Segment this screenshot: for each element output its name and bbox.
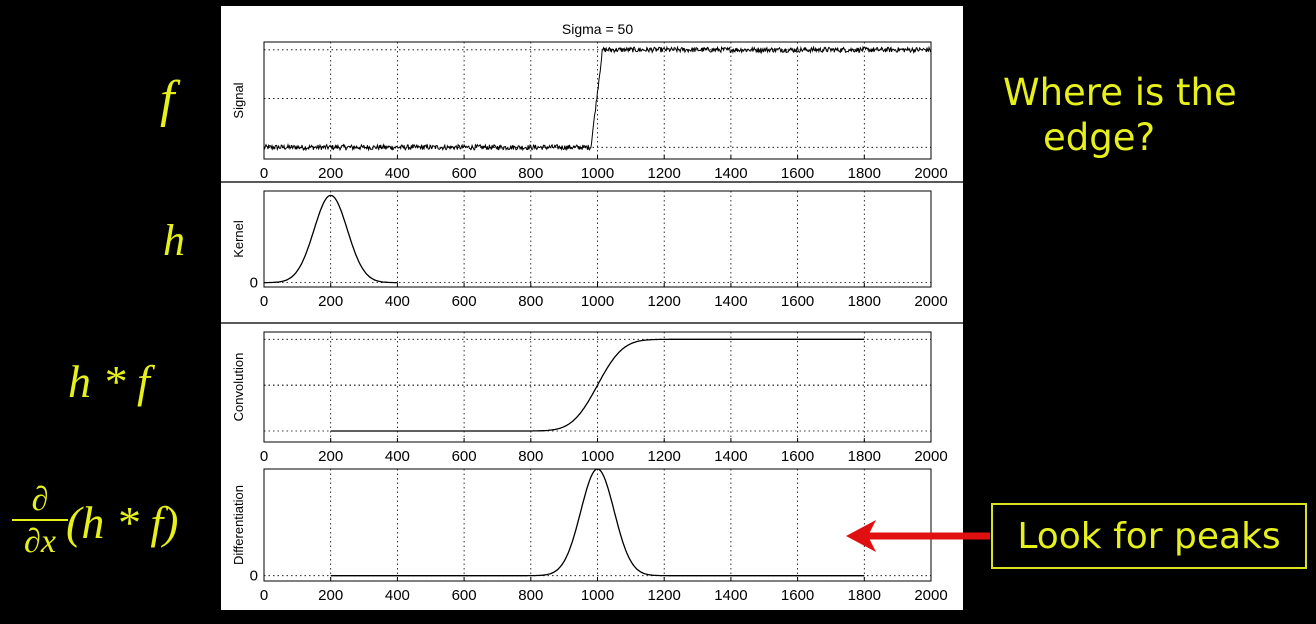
x-tick-label: 1000 [581, 293, 614, 310]
x-tick-label: 1800 [848, 587, 881, 604]
x-tick-label: 1000 [581, 587, 614, 604]
x-tick-label: 1000 [581, 165, 614, 182]
x-tick-label: 600 [452, 165, 477, 182]
x-tick-label: 0 [260, 587, 268, 604]
x-tick-label: 200 [318, 293, 343, 310]
x-tick-label: 1800 [848, 165, 881, 182]
x-tick-label: 400 [385, 165, 410, 182]
x-tick-label: 0 [260, 165, 268, 182]
x-tick-label: 600 [452, 448, 477, 465]
fraction-bar [12, 519, 68, 521]
y-tick-label: 0 [250, 275, 258, 292]
x-tick-label: 1600 [781, 165, 814, 182]
x-tick-label: 800 [518, 587, 543, 604]
x-tick-label: 800 [518, 293, 543, 310]
derivative-fraction: ∂ ∂x [12, 483, 68, 559]
label-h: h [163, 215, 185, 266]
x-tick-label: 1600 [781, 587, 814, 604]
x-tick-label: 0 [260, 293, 268, 310]
series-line [331, 339, 865, 431]
x-tick-label: 0 [260, 448, 268, 465]
look-for-peaks-callout: Look for peaks [991, 503, 1307, 569]
chart-title: Sigma = 50 [562, 21, 633, 37]
series-line [264, 195, 397, 282]
y-axis-label: Convolution [231, 353, 246, 422]
x-tick-label: 1800 [848, 448, 881, 465]
arrow-icon [840, 516, 992, 556]
x-tick-label: 1000 [581, 448, 614, 465]
derivative-expression: (h * f) [66, 496, 178, 549]
label-f: f [160, 70, 174, 129]
y-axis-label: Signal [231, 82, 246, 118]
x-tick-label: 200 [318, 587, 343, 604]
x-tick-label: 600 [452, 587, 477, 604]
x-tick-label: 1400 [714, 587, 747, 604]
x-tick-label: 1400 [714, 293, 747, 310]
x-tick-label: 1400 [714, 165, 747, 182]
x-tick-label: 400 [385, 448, 410, 465]
derivative-denominator: ∂x [12, 525, 68, 559]
edge-question-line1: Where is the [1003, 70, 1237, 115]
x-tick-label: 1200 [648, 165, 681, 182]
x-tick-label: 1200 [648, 587, 681, 604]
y-axis-label: Kernel [231, 220, 246, 258]
x-tick-label: 400 [385, 293, 410, 310]
x-tick-label: 200 [318, 165, 343, 182]
x-tick-label: 400 [385, 587, 410, 604]
x-tick-label: 2000 [914, 587, 947, 604]
derivative-numerator: ∂ [12, 483, 68, 517]
label-h-conv-f: h * f [68, 355, 150, 408]
x-tick-label: 200 [318, 448, 343, 465]
x-tick-label: 1600 [781, 448, 814, 465]
x-tick-label: 800 [518, 448, 543, 465]
edge-question-line2: edge? [1003, 115, 1237, 160]
x-tick-label: 2000 [914, 293, 947, 310]
x-tick-label: 2000 [914, 448, 947, 465]
y-axis-label: Differentiation [231, 485, 246, 565]
x-tick-label: 2000 [914, 165, 947, 182]
edge-question: Where is the edge? [1003, 70, 1237, 160]
x-tick-label: 1200 [648, 448, 681, 465]
callout-text: Look for peaks [1017, 516, 1280, 557]
x-tick-label: 1400 [714, 448, 747, 465]
x-tick-label: 1600 [781, 293, 814, 310]
x-tick-label: 1800 [848, 293, 881, 310]
y-tick-label: 0 [250, 568, 258, 585]
x-tick-label: 800 [518, 165, 543, 182]
x-tick-label: 1200 [648, 293, 681, 310]
x-tick-label: 600 [452, 293, 477, 310]
